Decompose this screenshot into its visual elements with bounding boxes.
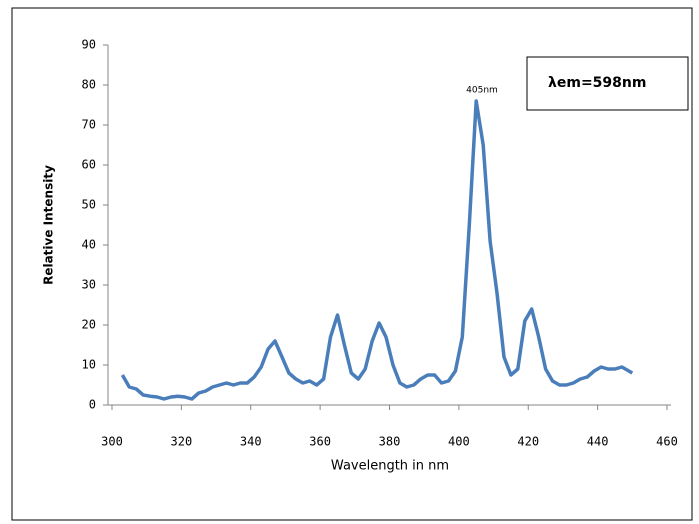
x-tick-label: 440 (587, 435, 609, 449)
y-tick-label: 90 (82, 38, 96, 52)
note-box (526, 56, 689, 111)
y-tick-label: 30 (82, 278, 96, 292)
data-line (120, 99, 634, 401)
y-tick-label: 50 (82, 198, 96, 212)
x-tick-label: 400 (448, 435, 470, 449)
y-tick-label: 40 (82, 238, 96, 252)
y-tick-label: 70 (82, 118, 96, 132)
x-tick-label: 320 (171, 435, 193, 449)
y-tick-label: 20 (82, 318, 96, 332)
y-tick-label: 80 (82, 78, 96, 92)
x-tick-label: 420 (517, 435, 539, 449)
x-tick-label: 360 (309, 435, 331, 449)
x-tick-label: 340 (240, 435, 262, 449)
x-tick-label: 300 (101, 435, 123, 449)
y-tick-label: 10 (82, 358, 96, 372)
x-tick-label: 460 (656, 435, 678, 449)
x-tick-label: 380 (379, 435, 401, 449)
y-tick-label: 0 (89, 398, 96, 412)
note: λem=598nm (548, 75, 646, 91)
peak-label: 405nm (466, 86, 498, 96)
x-axis-label: Wavelength in nm (331, 459, 449, 474)
y-tick-label: 60 (82, 158, 96, 172)
y-axis-label: Relative Intensity (42, 165, 56, 285)
